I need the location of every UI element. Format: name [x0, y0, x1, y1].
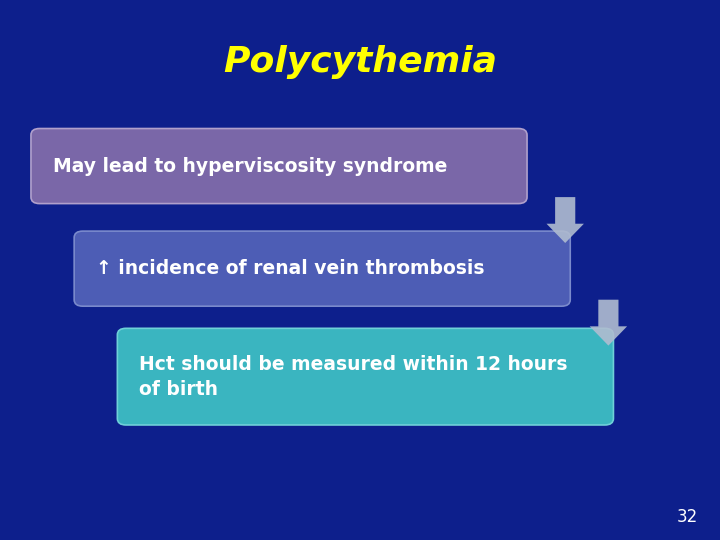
Polygon shape	[546, 197, 584, 243]
Text: Hct should be measured within 12 hours
of birth: Hct should be measured within 12 hours o…	[139, 355, 567, 399]
FancyBboxPatch shape	[31, 129, 527, 204]
Text: 32: 32	[677, 509, 698, 526]
Text: ↑ incidence of renal vein thrombosis: ↑ incidence of renal vein thrombosis	[96, 259, 485, 278]
Polygon shape	[590, 300, 627, 346]
FancyBboxPatch shape	[117, 328, 613, 425]
Text: May lead to hyperviscosity syndrome: May lead to hyperviscosity syndrome	[53, 157, 447, 176]
Text: Polycythemia: Polycythemia	[223, 45, 497, 79]
FancyBboxPatch shape	[74, 231, 570, 306]
